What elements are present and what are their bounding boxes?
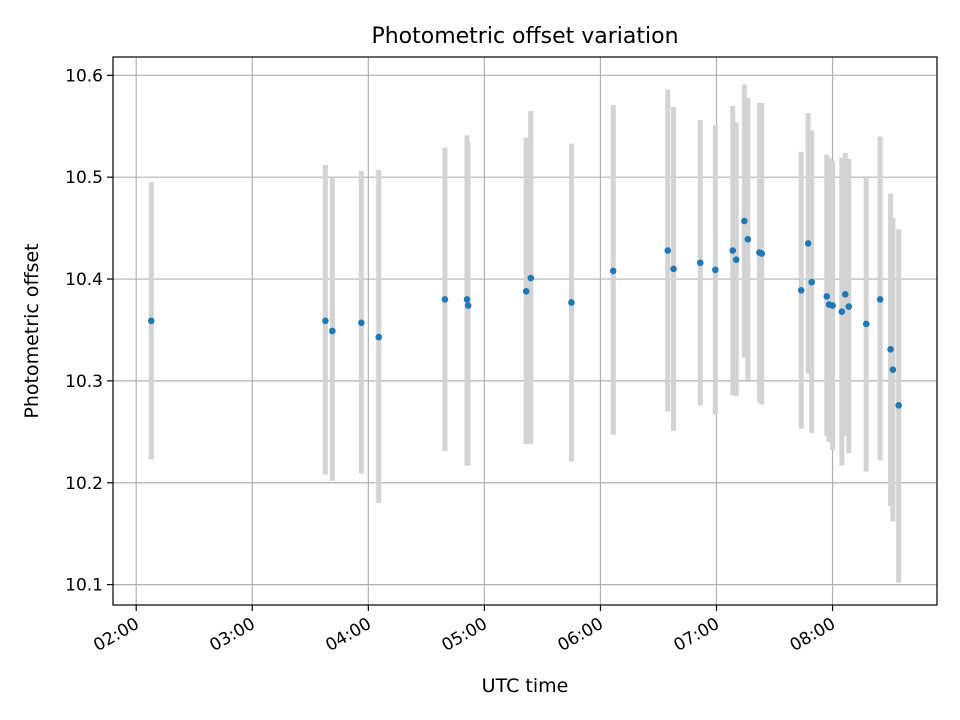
data-point	[887, 346, 894, 353]
data-point	[464, 302, 472, 309]
data-point	[147, 317, 155, 325]
chart-title: Photometric offset variation	[371, 24, 678, 49]
data-points	[147, 217, 903, 409]
data-point	[463, 296, 471, 303]
data-point	[358, 319, 365, 327]
y-axis-label: Photometric offset	[21, 243, 43, 418]
y-tick-label: 10.2	[65, 474, 103, 494]
data-point	[744, 236, 752, 243]
y-tick-label: 10.1	[65, 576, 103, 596]
data-point	[797, 286, 805, 294]
data-point	[845, 303, 853, 310]
data-point	[808, 278, 815, 286]
data-point	[696, 259, 704, 267]
data-point	[664, 247, 672, 254]
data-point	[712, 266, 719, 274]
data-point	[329, 327, 336, 335]
data-point	[876, 296, 884, 303]
data-point	[729, 247, 737, 254]
data-point	[842, 291, 849, 298]
x-axis-label: UTC time	[482, 675, 569, 697]
y-tick-label: 10.5	[65, 168, 103, 188]
data-point	[441, 296, 449, 303]
y-tick-label: 10.4	[65, 270, 103, 290]
y-tick-label: 10.6	[65, 66, 103, 86]
data-point	[823, 293, 831, 300]
data-point	[522, 287, 530, 295]
data-point	[609, 267, 617, 275]
data-point	[829, 302, 836, 309]
data-point	[741, 217, 748, 225]
data-point	[322, 317, 329, 325]
data-point	[862, 320, 870, 328]
data-point	[670, 265, 677, 273]
data-point	[568, 299, 575, 306]
data-point	[758, 250, 766, 257]
data-point	[527, 274, 535, 282]
data-point	[889, 366, 897, 374]
data-point	[732, 256, 740, 263]
data-point	[375, 333, 383, 341]
y-tick-label: 10.3	[65, 372, 103, 392]
data-point	[895, 402, 903, 409]
plot-frame	[112, 56, 938, 606]
data-point	[804, 240, 812, 247]
data-point	[838, 308, 846, 315]
